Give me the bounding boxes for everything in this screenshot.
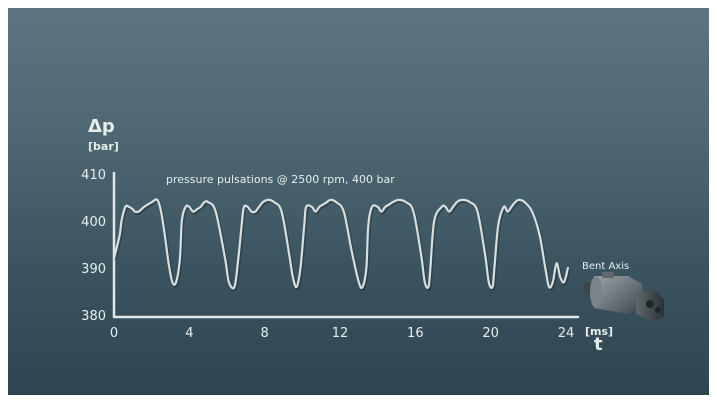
bent-axis-pump-image bbox=[584, 272, 664, 322]
chart-title: pressure pulsations @ 2500 rpm, 400 bar bbox=[166, 173, 395, 186]
pump-annotation-label: Bent Axis bbox=[582, 261, 629, 272]
pressure-chart: Δp [bar] pressure pulsations @ 2500 rpm,… bbox=[81, 116, 664, 355]
x-axis-unit: [ms] bbox=[585, 325, 613, 338]
x-axis-label: t bbox=[594, 334, 603, 355]
x-tick-label: 4 bbox=[185, 326, 193, 341]
y-axis-unit: [bar] bbox=[88, 140, 119, 153]
video-frame: Δp [bar] pressure pulsations @ 2500 rpm,… bbox=[8, 8, 709, 395]
x-tick-label: 20 bbox=[482, 326, 499, 341]
y-tick-label: 400 bbox=[81, 215, 106, 230]
pressure-series-line bbox=[112, 198, 569, 290]
y-tick-label: 410 bbox=[81, 168, 106, 183]
x-tick-label: 16 bbox=[407, 326, 424, 341]
x-tick-labels: 0 4 8 12 16 20 24 bbox=[110, 326, 574, 341]
y-tick-labels: 380 390 400 410 bbox=[81, 168, 106, 324]
y-axis-label: Δp bbox=[88, 116, 115, 137]
x-tick-label: 12 bbox=[332, 326, 349, 341]
x-tick-label: 8 bbox=[261, 326, 269, 341]
x-tick-label: 0 bbox=[110, 326, 118, 341]
x-tick-label: 24 bbox=[558, 326, 575, 341]
y-tick-label: 380 bbox=[81, 309, 106, 324]
y-tick-label: 390 bbox=[81, 262, 106, 277]
